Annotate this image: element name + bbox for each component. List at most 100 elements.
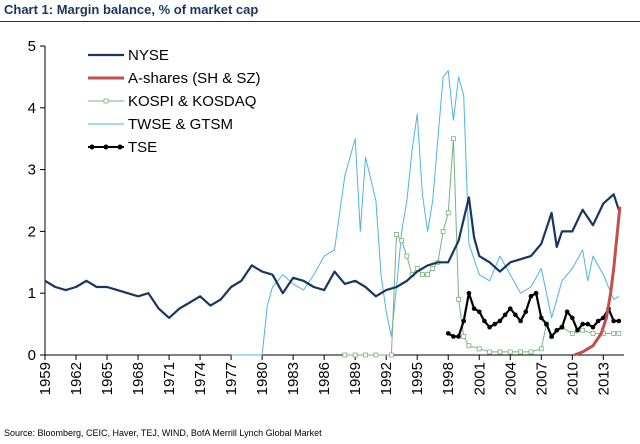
data-point xyxy=(471,306,477,311)
data-point xyxy=(476,346,482,352)
y-tick-label: 5 xyxy=(28,38,36,55)
data-point xyxy=(585,321,591,327)
legend-item-a-shares-sh-sz: A-shares (SH & SZ) xyxy=(88,70,261,87)
data-point xyxy=(404,253,410,259)
data-point xyxy=(482,318,487,324)
x-tick-label: 1995 xyxy=(409,362,426,395)
data-point xyxy=(569,330,575,336)
data-point xyxy=(352,352,358,358)
legend-marker xyxy=(103,144,109,150)
series-layer xyxy=(44,70,622,358)
x-tick-label: 1974 xyxy=(192,362,209,395)
legend-label: TSE xyxy=(128,139,157,156)
series-nyse xyxy=(44,193,620,319)
data-point xyxy=(363,352,368,358)
y-tick-label: 3 xyxy=(28,162,36,179)
data-point xyxy=(445,210,451,216)
legend-item-tse: TSE xyxy=(88,139,157,156)
data-point xyxy=(564,309,570,315)
legend-label: TWSE & GTSM xyxy=(128,116,233,133)
x-tick-label: 2004 xyxy=(502,362,519,395)
data-point xyxy=(554,327,560,333)
data-point xyxy=(497,349,503,355)
data-point xyxy=(373,352,379,358)
x-tick-label: 1992 xyxy=(378,362,395,395)
data-point xyxy=(430,266,436,271)
data-point xyxy=(388,352,394,358)
series-line-twse-gtsm xyxy=(231,70,620,356)
title-divider xyxy=(0,21,640,22)
data-point xyxy=(497,318,503,324)
data-point xyxy=(451,136,456,142)
series-kospi-kosdaq xyxy=(342,136,622,358)
x-tick-label: 2013 xyxy=(595,362,612,395)
data-point xyxy=(399,238,405,244)
data-point xyxy=(419,272,425,278)
data-point xyxy=(394,232,399,237)
data-point xyxy=(518,349,524,355)
legend-label: KOSPI & KOSDAQ xyxy=(128,93,256,110)
axes: 0 1 2 3 4 5 1959 1962 1965 1968 1971 1974 1977 1980 19… xyxy=(28,38,624,395)
data-point xyxy=(538,315,544,321)
y-tick-label: 0 xyxy=(28,347,36,364)
x-tick-label: 1980 xyxy=(254,362,271,395)
y-tick-label: 2 xyxy=(28,223,36,240)
data-point xyxy=(590,324,596,330)
y-tick-label: 4 xyxy=(28,100,36,117)
data-point xyxy=(456,334,461,339)
data-point xyxy=(523,309,529,315)
series-twse-gtsm xyxy=(231,70,620,356)
data-point xyxy=(611,330,617,336)
data-point xyxy=(528,349,534,355)
legend-marker xyxy=(103,98,109,104)
x-tick-label: 1968 xyxy=(130,362,147,395)
data-point xyxy=(533,290,539,296)
chart-title: Chart 1: Margin balance, % of market cap xyxy=(4,2,259,17)
legend: NYSE A-shares (SH & SZ) KOSPI & KOSDAQ TWSE… xyxy=(88,47,261,156)
data-point xyxy=(538,346,544,352)
x-tick-label: 1962 xyxy=(68,362,85,395)
y-tick-label: 1 xyxy=(28,285,36,302)
data-point xyxy=(611,318,616,324)
data-point xyxy=(487,324,492,330)
legend-marker xyxy=(89,144,95,150)
series-line-tse xyxy=(447,292,619,338)
legend-item-nyse: NYSE xyxy=(88,47,169,64)
x-tick-label: 1986 xyxy=(316,362,333,395)
data-point xyxy=(342,352,348,358)
series-tse xyxy=(445,290,622,339)
legend-item-kospi-kosdaq: KOSPI & KOSDAQ xyxy=(88,93,256,110)
data-point xyxy=(580,321,585,327)
data-point xyxy=(513,312,518,318)
legend-item-twse-gtsm: TWSE & GTSM xyxy=(88,116,233,133)
data-point xyxy=(595,318,601,324)
data-point xyxy=(445,331,451,336)
data-point xyxy=(616,330,622,336)
data-point xyxy=(575,327,580,333)
series-line-a-shares-sh-sz xyxy=(573,206,622,357)
x-tick-label: 1965 xyxy=(99,362,116,395)
x-tick-label: 1959 xyxy=(37,362,54,395)
data-point xyxy=(451,334,456,339)
series-a-shares-sh-sz xyxy=(573,206,622,357)
data-point xyxy=(487,349,492,355)
data-point xyxy=(544,321,549,327)
data-point xyxy=(425,272,430,278)
series-line-kospi-kosdaq xyxy=(344,138,619,356)
data-point xyxy=(549,334,554,339)
x-tick-label: 1998 xyxy=(440,362,457,395)
data-point xyxy=(570,315,575,321)
data-point xyxy=(507,349,513,355)
x-tick-label: 1971 xyxy=(161,362,178,395)
data-point xyxy=(559,324,565,330)
data-point xyxy=(466,290,472,296)
data-point xyxy=(466,343,472,349)
x-tick-label: 2010 xyxy=(564,362,581,395)
x-tick-label: 1989 xyxy=(347,362,364,395)
x-tick-label: 2001 xyxy=(471,362,488,395)
data-point xyxy=(580,327,586,333)
data-point xyxy=(528,293,534,299)
data-point xyxy=(518,318,523,324)
data-point xyxy=(590,330,596,336)
